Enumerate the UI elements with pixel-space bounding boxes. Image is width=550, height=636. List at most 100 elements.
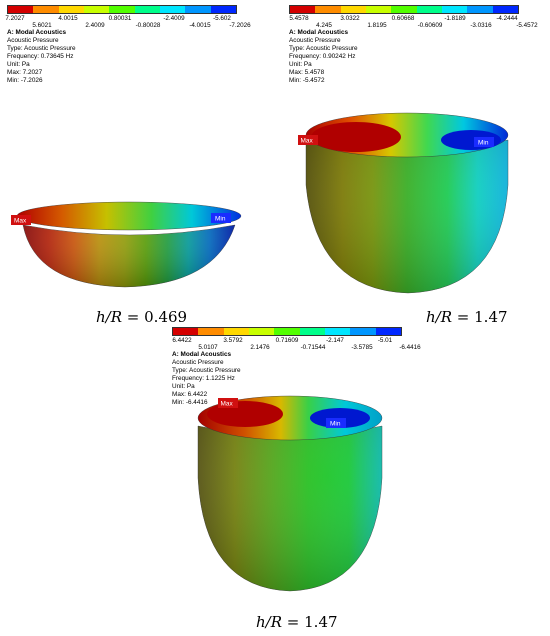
legend-tick: 2.4009: [85, 22, 105, 29]
legend-tick: -2.147: [326, 337, 344, 344]
legend-tick: 2.1476: [250, 344, 270, 351]
legend-swatch: [210, 6, 236, 13]
min-marker: [211, 213, 231, 223]
min-value: Min: -6.4416: [172, 399, 208, 406]
min-label: Min: [215, 216, 226, 223]
caption-value: = 1.47: [286, 613, 338, 631]
caption: h/R = 1.47: [426, 308, 508, 326]
legend-swatch: [248, 328, 275, 335]
legend-swatch: [299, 328, 325, 335]
color-legend-bar: [7, 5, 237, 14]
legend-tick: 5.6021: [32, 22, 52, 29]
result-name: Acoustic Pressure: [289, 37, 341, 44]
color-legend-bar: [172, 327, 402, 336]
legend-tick: -6.4416: [399, 344, 421, 351]
legend-swatch: [365, 6, 392, 13]
min-label: Min: [330, 421, 341, 428]
color-legend-bar: [289, 5, 519, 14]
legend-tick: 7.2027: [5, 15, 25, 22]
legend-tick: 3.0322: [340, 15, 360, 22]
min-label: Min: [478, 140, 489, 147]
result-type: Type: Acoustic Pressure: [172, 367, 241, 374]
legend-swatch: [391, 6, 417, 13]
legend-tick: -3.0316: [470, 22, 492, 29]
max-marker: [11, 215, 31, 225]
legend-swatch: [315, 6, 341, 13]
legend-swatch: [33, 6, 59, 13]
legend-tick: 5.4578: [289, 15, 309, 22]
caption-value: = 1.47: [456, 308, 508, 326]
legend-tick: 4.245: [316, 22, 332, 29]
max-label: Max: [301, 138, 314, 145]
legend-tick: -0.71544: [300, 344, 326, 351]
analysis-title: A: Modal Acoustics: [172, 351, 232, 358]
caption: h/R = 0.469: [96, 308, 187, 326]
legend-tick: -4.0015: [189, 22, 211, 29]
max-marker: [218, 398, 238, 408]
legend-swatch: [467, 6, 493, 13]
legend-tick: -5.602: [213, 15, 231, 22]
legend-tick: -1.8189: [444, 15, 466, 22]
deep-tank-mode-shape: Max Min: [298, 112, 509, 294]
max-label: Max: [221, 401, 234, 408]
result-info: A: Modal Acoustics Acoustic Pressure Typ…: [172, 351, 241, 407]
result-type: Type: Acoustic Pressure: [289, 45, 358, 52]
legend-swatch: [324, 328, 351, 335]
analysis-title: A: Modal Acoustics: [289, 29, 349, 36]
legend-tick: 4.0015: [58, 15, 78, 22]
max-label: Max: [14, 218, 27, 225]
legend-swatch: [198, 328, 224, 335]
legend-swatch: [340, 6, 366, 13]
max-marker: [298, 135, 318, 145]
legend-swatch: [109, 6, 135, 13]
result-type: Type: Acoustic Pressure: [7, 45, 76, 52]
result-name: Acoustic Pressure: [7, 37, 59, 44]
legend-swatch: [290, 6, 316, 13]
legend-tick: 6.4422: [172, 337, 192, 344]
max-value: Max: 5.4578: [289, 69, 325, 76]
caption-ratio: h/R: [426, 308, 453, 326]
legend-tick: -7.2026: [229, 22, 251, 29]
legend-tick: 0.71609: [275, 337, 299, 344]
legend-tick: 3.5792: [223, 337, 243, 344]
frequency: Frequency: 0.90242 Hz: [289, 53, 356, 60]
legend-tick: 1.8195: [367, 22, 387, 29]
legend-swatch: [8, 6, 34, 13]
frequency: Frequency: 0.73645 Hz: [7, 53, 74, 60]
legend-swatch: [375, 328, 401, 335]
legend-swatch: [223, 328, 249, 335]
caption: h/R = 1.47: [256, 613, 338, 631]
legend-tick: 0.60668: [391, 15, 415, 22]
legend-swatch: [441, 6, 468, 13]
caption-ratio: h/R: [96, 308, 123, 326]
legend-tick: -0.60609: [417, 22, 443, 29]
legend-swatch: [492, 6, 518, 13]
deep-tank-mode-shape: Max Min: [197, 395, 383, 592]
legend-tick: -5.4572: [516, 22, 538, 29]
max-value: Max: 7.2027: [7, 69, 43, 76]
legend-tick: -3.5785: [351, 344, 373, 351]
legend-swatch: [416, 6, 442, 13]
legend-tick: -0.80028: [135, 22, 161, 29]
legend-swatch: [274, 328, 300, 335]
frequency: Frequency: 1.1225 Hz: [172, 375, 235, 382]
legend-swatch: [134, 6, 160, 13]
legend-swatch: [159, 6, 186, 13]
caption-ratio: h/R: [256, 613, 283, 631]
legend-swatch: [350, 328, 376, 335]
analysis-title: A: Modal Acoustics: [7, 29, 67, 36]
shallow-tank-mode-shape: Max Min: [11, 201, 242, 288]
min-value: Min: -7.2026: [7, 77, 43, 84]
min-marker: [474, 137, 494, 147]
legend-swatch: [83, 6, 110, 13]
unit: Unit: Pa: [172, 383, 195, 390]
legend-tick: -4.2444: [496, 15, 518, 22]
legend-tick: -2.4009: [163, 15, 185, 22]
result-name: Acoustic Pressure: [172, 359, 224, 366]
unit: Unit: Pa: [7, 61, 30, 68]
legend-tick: 5.0107: [198, 344, 218, 351]
max-value: Max: 6.4422: [172, 391, 208, 398]
legend-swatch: [185, 6, 211, 13]
legend-swatch: [173, 328, 199, 335]
result-info: A: Modal Acoustics Acoustic Pressure Typ…: [7, 29, 76, 85]
